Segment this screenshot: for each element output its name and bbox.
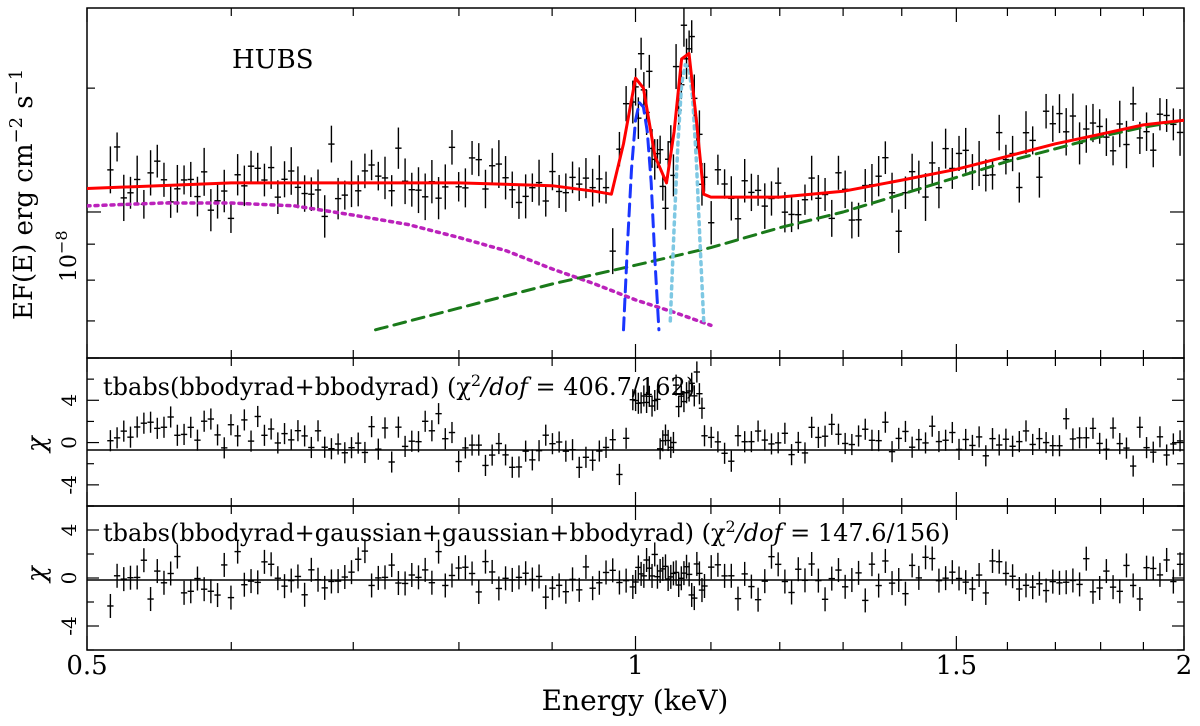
model-curve-gaussian-line-2 <box>668 62 706 323</box>
y-axis-label: EF(E) erg cm−2 s−1 <box>6 69 39 320</box>
model-curve-total-model <box>87 52 1184 199</box>
residual-1-y-label: χ <box>22 434 52 454</box>
y-tick-label: 4 <box>57 524 81 537</box>
residual-1-points <box>107 361 1184 486</box>
residual-2-y-label: χ <box>22 564 52 584</box>
x-tick-label: 1 <box>627 651 644 681</box>
y-tick-label: 0 <box>57 572 81 585</box>
y-tick-label: 10−8 <box>52 230 82 282</box>
x-tick-label: 0.5 <box>66 651 107 681</box>
y-tick-label: 4 <box>57 394 81 407</box>
model-curve-gaussian-line-1 <box>622 101 661 332</box>
y-tick-label: -4 <box>57 475 81 494</box>
tick-labels: 0.5 1 1.5 2 4 0 -4 4 0 -4 <box>57 394 1192 681</box>
x-tick-label: 1.5 <box>936 651 977 681</box>
model-curve-cool-blackbody <box>87 201 713 328</box>
model-curve-hot-blackbody <box>374 118 1184 332</box>
panel-annotation: HUBS <box>232 45 314 75</box>
residual-2-model-label: tbabs(bbodyrad+gaussian+gaussian+bbodyra… <box>103 517 950 547</box>
y-tick-label: 0 <box>57 436 81 449</box>
residual-2-points <box>107 539 1184 618</box>
x-tick-label: 2 <box>1176 651 1193 681</box>
y-tick-label: -4 <box>57 616 81 635</box>
axis-ticks <box>86 8 1185 651</box>
residual-1-model-label: tbabs(bbodyrad+bbodyrad) (χ2/dof = 406.7… <box>103 371 695 401</box>
spectrum-model-curves <box>87 52 1184 332</box>
x-axis-label: Energy (keV) <box>542 684 729 717</box>
